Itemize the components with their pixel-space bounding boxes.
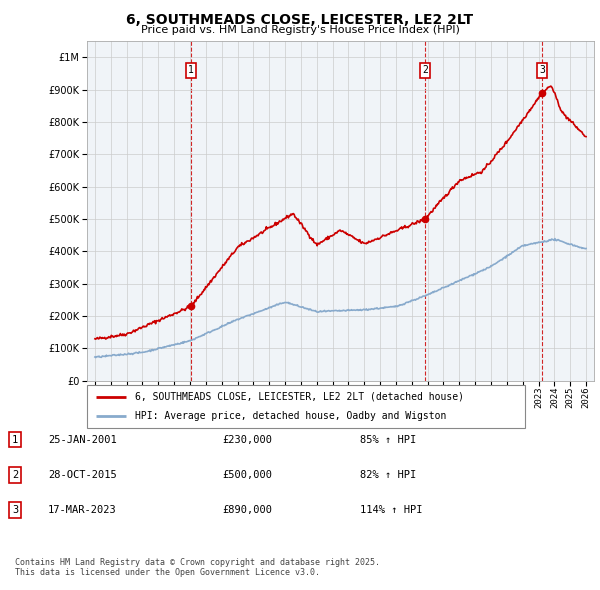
Text: 2: 2	[12, 470, 18, 480]
Text: 85% ↑ HPI: 85% ↑ HPI	[360, 435, 416, 444]
Text: Price paid vs. HM Land Registry's House Price Index (HPI): Price paid vs. HM Land Registry's House …	[140, 25, 460, 35]
FancyBboxPatch shape	[87, 385, 525, 428]
Text: £890,000: £890,000	[222, 506, 272, 515]
Text: 2: 2	[422, 65, 428, 76]
Text: Contains HM Land Registry data © Crown copyright and database right 2025.
This d: Contains HM Land Registry data © Crown c…	[15, 558, 380, 577]
Text: 1: 1	[12, 435, 18, 444]
Text: 1: 1	[188, 65, 194, 76]
Text: 25-JAN-2001: 25-JAN-2001	[48, 435, 117, 444]
Text: 82% ↑ HPI: 82% ↑ HPI	[360, 470, 416, 480]
Text: £500,000: £500,000	[222, 470, 272, 480]
Text: HPI: Average price, detached house, Oadby and Wigston: HPI: Average price, detached house, Oadb…	[135, 411, 446, 421]
Text: 17-MAR-2023: 17-MAR-2023	[48, 506, 117, 515]
Text: 6, SOUTHMEADS CLOSE, LEICESTER, LE2 2LT: 6, SOUTHMEADS CLOSE, LEICESTER, LE2 2LT	[127, 13, 473, 27]
Text: £230,000: £230,000	[222, 435, 272, 444]
Text: 6, SOUTHMEADS CLOSE, LEICESTER, LE2 2LT (detached house): 6, SOUTHMEADS CLOSE, LEICESTER, LE2 2LT …	[135, 392, 464, 402]
Text: 3: 3	[12, 506, 18, 515]
Text: 114% ↑ HPI: 114% ↑ HPI	[360, 506, 422, 515]
Text: 3: 3	[539, 65, 545, 76]
Text: 28-OCT-2015: 28-OCT-2015	[48, 470, 117, 480]
